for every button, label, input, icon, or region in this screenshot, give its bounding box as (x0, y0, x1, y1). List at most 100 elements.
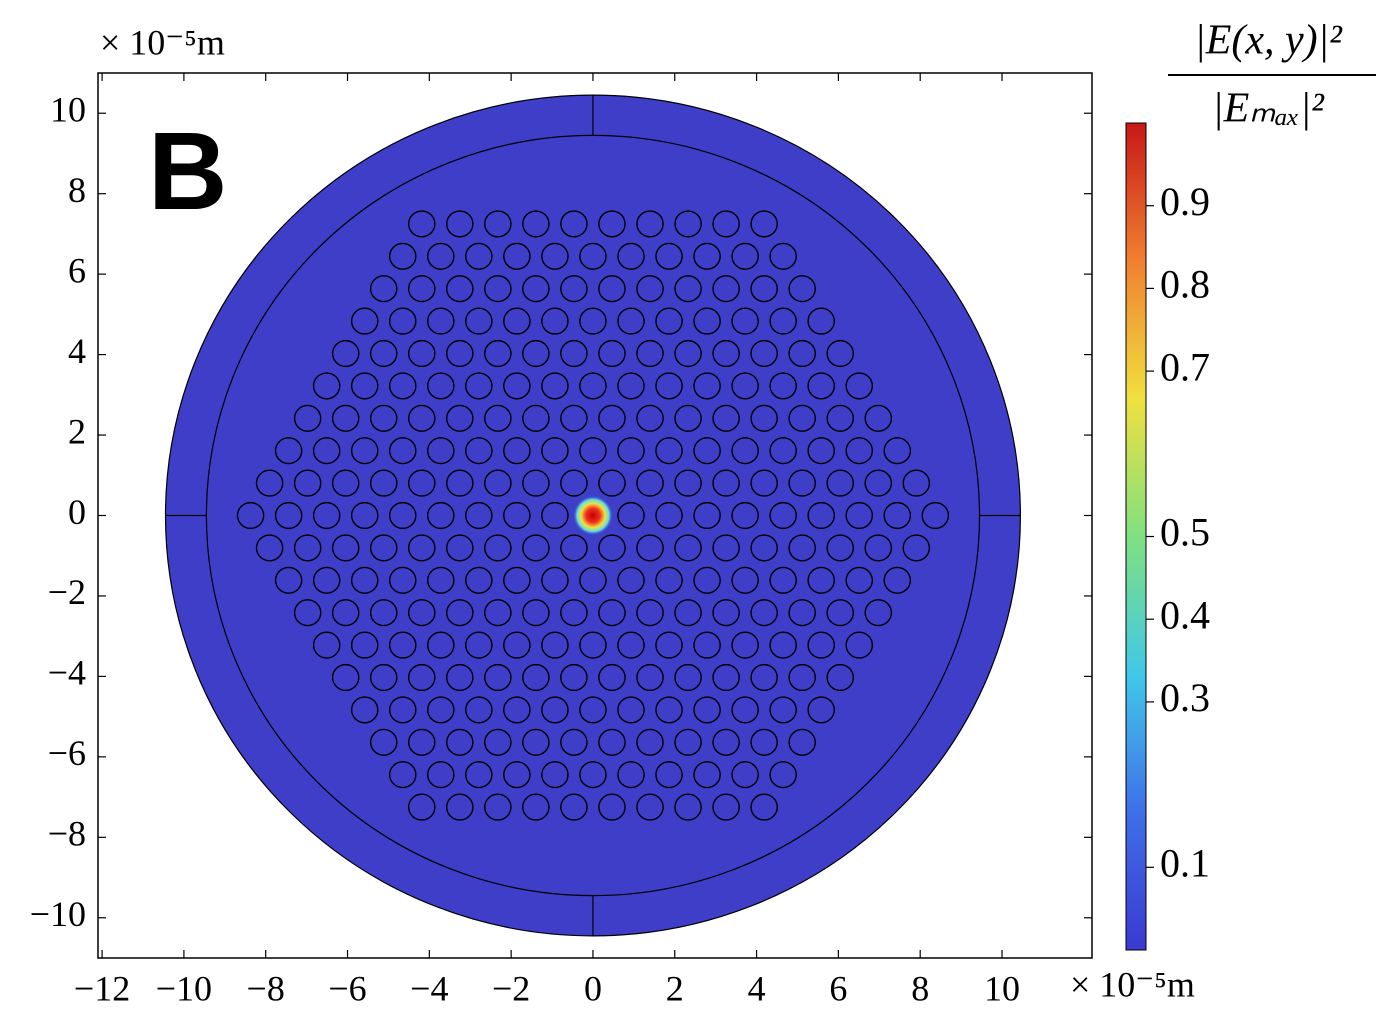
air-hole (693, 761, 721, 789)
air-hole (484, 663, 512, 692)
air-hole (426, 501, 455, 530)
air-hole (883, 437, 912, 465)
air-hole (274, 566, 303, 594)
y-tick-label: 10 (50, 89, 86, 129)
air-hole (636, 793, 664, 821)
air-hole (446, 728, 474, 756)
x-tick-label: 8 (911, 968, 929, 1008)
air-hole (617, 631, 645, 659)
air-hole (407, 210, 436, 238)
air-hole (674, 534, 702, 562)
air-hole (617, 566, 645, 594)
air-hole (579, 307, 607, 335)
air-hole (598, 210, 626, 238)
air-hole (426, 566, 455, 594)
air-hole (579, 761, 607, 789)
air-hole (560, 793, 588, 821)
air-hole (541, 437, 569, 465)
air-hole (674, 793, 702, 821)
air-hole (636, 210, 664, 238)
air-hole (807, 631, 835, 659)
air-hole (674, 599, 702, 627)
air-hole (331, 599, 360, 627)
air-hole (541, 501, 569, 530)
air-hole (369, 339, 398, 368)
air-hole (350, 566, 379, 594)
air-hole (541, 372, 569, 400)
air-hole (369, 469, 398, 497)
air-hole (560, 663, 588, 692)
air-hole (617, 437, 645, 465)
air-hole (255, 469, 284, 497)
air-hole (560, 404, 588, 432)
air-hole (560, 728, 588, 756)
air-hole (750, 599, 778, 627)
air-hole (617, 307, 645, 335)
air-hole (655, 761, 683, 789)
air-hole (807, 696, 835, 724)
air-hole (807, 372, 835, 400)
y-tick-label: 4 (68, 331, 86, 371)
y-tick-label: −8 (48, 814, 86, 854)
air-hole (769, 761, 797, 789)
air-hole (769, 242, 797, 270)
air-hole (426, 631, 455, 659)
air-hole (636, 339, 664, 368)
air-hole (845, 501, 874, 530)
air-hole (845, 437, 874, 465)
air-hole (712, 663, 740, 692)
air-hole (693, 696, 721, 724)
air-hole (826, 534, 855, 562)
air-hole (484, 339, 512, 368)
air-hole (541, 696, 569, 724)
x-tick-label: −10 (156, 968, 212, 1008)
air-hole (807, 307, 835, 335)
air-hole (598, 663, 626, 692)
air-hole (826, 404, 855, 432)
air-hole (731, 761, 759, 789)
air-hole (712, 534, 740, 562)
air-hole (674, 275, 702, 303)
air-hole (293, 404, 322, 432)
air-hole (350, 437, 379, 465)
air-hole (369, 599, 398, 627)
air-hole (598, 793, 626, 821)
air-hole (617, 372, 645, 400)
air-hole (331, 534, 360, 562)
air-hole (312, 501, 341, 530)
air-hole (407, 534, 436, 562)
air-hole (350, 696, 379, 724)
air-hole (560, 210, 588, 238)
air-hole (674, 663, 702, 692)
colorbar (1125, 122, 1147, 951)
air-hole (788, 663, 816, 692)
air-hole (312, 631, 341, 659)
air-hole (826, 469, 855, 497)
x-tick-label: −12 (74, 968, 130, 1008)
air-hole (579, 566, 607, 594)
air-hole (598, 275, 626, 303)
air-hole (560, 339, 588, 368)
colorbar-label-numerator: |E(x, y)|² (1194, 18, 1343, 64)
air-hole (426, 307, 455, 335)
air-hole (750, 534, 778, 562)
air-hole (446, 275, 474, 303)
air-hole (293, 599, 322, 627)
air-hole (788, 599, 816, 627)
air-hole (655, 372, 683, 400)
air-hole (446, 404, 474, 432)
air-hole (693, 566, 721, 594)
air-hole (674, 469, 702, 497)
air-hole (769, 372, 797, 400)
air-hole (617, 696, 645, 724)
air-hole (541, 566, 569, 594)
air-hole (712, 275, 740, 303)
air-hole (484, 469, 512, 497)
air-hole (465, 631, 493, 659)
air-hole (769, 437, 797, 465)
air-hole (522, 275, 550, 303)
colorbar-tick-label: 0.9 (1160, 179, 1210, 224)
air-hole (636, 599, 664, 627)
air-hole (883, 566, 912, 594)
